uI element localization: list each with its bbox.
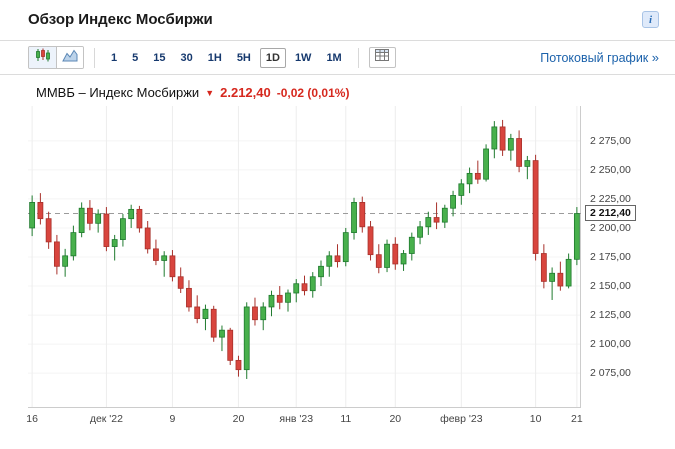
candlestick-chart[interactable] [28, 106, 581, 408]
price-axis-label: 2 275,00 [590, 134, 631, 147]
time-axis-label: янв '23 [279, 413, 314, 425]
interval-1d-button[interactable]: 1D [259, 47, 286, 68]
data-table-button[interactable] [368, 47, 396, 68]
interval-5-button[interactable]: 5 [132, 51, 139, 64]
price-axis-label: 2 175,00 [590, 251, 631, 263]
chart-legend: ММВБ – Индекс Мосбиржи ▼ 2.212,40 -0,02 … [28, 83, 659, 106]
price-axis-label: 2 225,00 [590, 192, 631, 205]
price-axis-label: 2 100,00 [590, 338, 631, 351]
toolbar-separator [357, 47, 359, 68]
area-chart-icon [62, 48, 78, 67]
widget-header: Обзор Индекс Мосбиржи i [0, 0, 675, 36]
interval-1m-button[interactable]: 1M [326, 51, 342, 64]
interval-1h-button[interactable]: 1H [207, 51, 222, 64]
double-chevron-icon: » [651, 50, 659, 65]
chart-toolbar: 1 5 15 30 1H 5H 1D 1W 1M Потоковый гра [0, 40, 675, 75]
price-axis-label: 2 250,00 [590, 163, 631, 176]
candlestick-icon [35, 48, 51, 67]
time-axis: 16 дек '22 9 20 янв '23 11 20 февр '23 10 21 [26, 408, 583, 430]
time-axis-label: 20 [232, 413, 245, 425]
time-axis-label: 11 [340, 413, 352, 425]
data-table-icon [374, 48, 390, 67]
price-axis-label: 2 200,00 [590, 221, 631, 234]
interval-1w-button[interactable]: 1W [294, 51, 312, 64]
interval-15-button[interactable]: 15 [153, 51, 166, 64]
interval-30-button[interactable]: 30 [180, 51, 193, 64]
interval-switcher: 1 5 15 30 1H 5H 1D 1W 1M [105, 47, 348, 68]
time-axis-label: 9 [169, 413, 176, 425]
time-axis-label: 16 [26, 413, 38, 425]
interval-1-button[interactable]: 1 [111, 51, 118, 64]
last-price: 2.212,40 [220, 85, 271, 100]
price-axis: 2 212,40 2 275,00 2 250,00 2 225,00 2 200,0… [581, 106, 658, 408]
area-chart-button[interactable] [56, 47, 83, 68]
interval-5h-button[interactable]: 5H [236, 51, 251, 64]
time-axis-label: 20 [389, 413, 402, 425]
streaming-chart-link-label: Потоковый график [540, 51, 649, 65]
price-down-arrow-icon: ▼ [205, 88, 215, 98]
time-axis-label: февр '23 [440, 413, 483, 425]
price-axis-label: 2 075,00 [590, 367, 631, 380]
toolbar-separator [94, 47, 95, 68]
chart-section: ММВБ – Индекс Мосбиржи ▼ 2.212,40 -0,02 … [0, 75, 675, 430]
current-price-tag: 2 212,40 [585, 204, 636, 221]
streaming-chart-link[interactable]: Потоковый график » [540, 50, 659, 65]
time-axis-label: дек '22 [89, 413, 123, 425]
time-axis-label: 10 [529, 413, 542, 425]
price-axis-label: 2 125,00 [590, 309, 631, 322]
info-icon[interactable]: i [642, 11, 659, 28]
price-axis-label: 2 150,00 [590, 280, 631, 293]
candlestick-chart-button[interactable] [29, 47, 56, 68]
chart-type-switcher [28, 46, 84, 69]
instrument-name: ММВБ – Индекс Мосбиржи [36, 85, 200, 100]
time-axis-label: 21 [571, 413, 583, 425]
page-title: Обзор Индекс Мосбиржи [28, 11, 213, 28]
chart-plot-area[interactable]: 2 212,40 2 275,00 2 250,00 2 225,00 2 200,0… [28, 106, 658, 408]
price-change: -0,02 (0,01%) [276, 86, 350, 100]
moex-overview-widget: Обзор Индекс Мосбиржи i [0, 0, 675, 430]
